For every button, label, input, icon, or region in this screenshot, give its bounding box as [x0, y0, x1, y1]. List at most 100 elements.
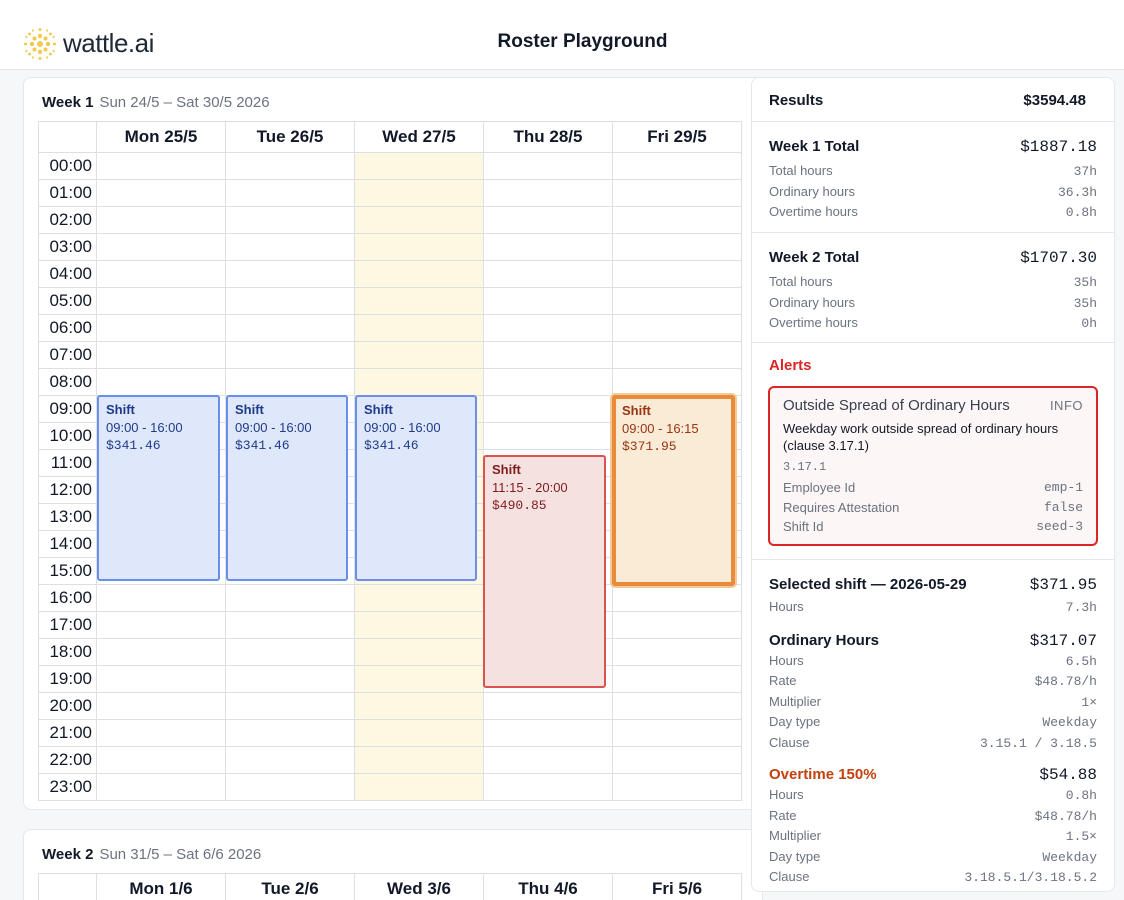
time-slot-cell[interactable] [483, 152, 613, 180]
time-slot-cell[interactable] [612, 692, 742, 720]
time-slot-cell[interactable] [96, 206, 226, 234]
time-slot-cell[interactable] [225, 368, 355, 396]
time-slot-cell[interactable] [225, 314, 355, 342]
hour-label: 08:00 [38, 368, 97, 396]
time-slot-cell[interactable] [96, 287, 226, 315]
time-slot-cell[interactable] [96, 638, 226, 666]
shift-title: Shift [106, 402, 135, 417]
time-slot-cell[interactable] [96, 773, 226, 801]
shift-block-mon[interactable]: Shift 09:00 - 16:00 $341.46 [97, 395, 220, 581]
stat-value: 7.3h [1065, 600, 1097, 615]
time-slot-cell[interactable] [483, 287, 613, 315]
hour-row: 05:00 [38, 287, 742, 315]
time-slot-cell[interactable] [483, 179, 613, 207]
time-slot-cell[interactable] [96, 746, 226, 774]
time-slot-cell[interactable] [225, 692, 355, 720]
time-slot-cell[interactable] [483, 341, 613, 369]
time-slot-cell[interactable] [354, 233, 484, 261]
logo-text[interactable]: wattle.ai [63, 28, 154, 58]
time-slot-cell[interactable] [225, 611, 355, 639]
time-slot-cell[interactable] [96, 719, 226, 747]
time-slot-cell[interactable] [483, 719, 613, 747]
time-slot-cell[interactable] [354, 719, 484, 747]
shift-cost: $341.46 [364, 438, 419, 453]
time-slot-cell[interactable] [612, 206, 742, 234]
time-slot-cell[interactable] [483, 395, 613, 423]
time-slot-cell[interactable] [483, 314, 613, 342]
time-slot-cell[interactable] [354, 692, 484, 720]
time-slot-cell[interactable] [225, 746, 355, 774]
time-slot-cell[interactable] [612, 665, 742, 693]
hour-label: 06:00 [38, 314, 97, 342]
time-slot-cell[interactable] [354, 341, 484, 369]
time-slot-cell[interactable] [354, 260, 484, 288]
time-slot-cell[interactable] [354, 746, 484, 774]
time-slot-cell[interactable] [225, 179, 355, 207]
time-slot-cell[interactable] [225, 773, 355, 801]
time-slot-cell[interactable] [612, 746, 742, 774]
time-slot-cell[interactable] [354, 179, 484, 207]
time-slot-cell[interactable] [612, 584, 742, 612]
time-slot-cell[interactable] [354, 152, 484, 180]
time-slot-cell[interactable] [96, 692, 226, 720]
time-slot-cell[interactable] [483, 692, 613, 720]
time-slot-cell[interactable] [96, 179, 226, 207]
time-slot-cell[interactable] [225, 719, 355, 747]
time-slot-cell[interactable] [225, 287, 355, 315]
time-slot-cell[interactable] [225, 341, 355, 369]
time-slot-cell[interactable] [483, 206, 613, 234]
time-slot-cell[interactable] [612, 368, 742, 396]
time-slot-cell[interactable] [612, 773, 742, 801]
time-slot-cell[interactable] [612, 719, 742, 747]
time-slot-cell[interactable] [612, 179, 742, 207]
time-slot-cell[interactable] [354, 287, 484, 315]
time-slot-cell[interactable] [483, 260, 613, 288]
time-slot-cell[interactable] [354, 314, 484, 342]
time-slot-cell[interactable] [483, 422, 613, 450]
time-slot-cell[interactable] [96, 341, 226, 369]
time-slot-cell[interactable] [612, 233, 742, 261]
time-slot-cell[interactable] [483, 746, 613, 774]
time-slot-cell[interactable] [225, 152, 355, 180]
time-slot-cell[interactable] [96, 665, 226, 693]
alert-card[interactable]: Outside Spread of Ordinary Hours INFO We… [768, 386, 1098, 546]
time-slot-cell[interactable] [96, 314, 226, 342]
time-slot-cell[interactable] [354, 638, 484, 666]
time-slot-cell[interactable] [483, 773, 613, 801]
stat-value: $48.78/h [1034, 674, 1097, 689]
time-slot-cell[interactable] [612, 341, 742, 369]
time-slot-cell[interactable] [354, 584, 484, 612]
time-slot-cell[interactable] [225, 665, 355, 693]
stat-label: Overtime hours [769, 204, 858, 219]
time-slot-cell[interactable] [612, 314, 742, 342]
time-slot-cell[interactable] [225, 260, 355, 288]
time-slot-cell[interactable] [354, 368, 484, 396]
time-slot-cell[interactable] [225, 584, 355, 612]
time-slot-cell[interactable] [612, 152, 742, 180]
time-slot-cell[interactable] [612, 287, 742, 315]
time-slot-cell[interactable] [96, 152, 226, 180]
time-slot-cell[interactable] [612, 638, 742, 666]
time-slot-cell[interactable] [225, 638, 355, 666]
shift-block-wed[interactable]: Shift 09:00 - 16:00 $341.46 [355, 395, 477, 581]
time-slot-cell[interactable] [225, 233, 355, 261]
time-slot-cell[interactable] [612, 611, 742, 639]
time-slot-cell[interactable] [612, 260, 742, 288]
shift-block-thu[interactable]: Shift 11:15 - 20:00 $490.85 [483, 455, 606, 688]
time-slot-cell[interactable] [225, 206, 355, 234]
hour-label: 04:00 [38, 260, 97, 288]
time-slot-cell[interactable] [354, 773, 484, 801]
time-slot-cell[interactable] [96, 260, 226, 288]
time-slot-cell[interactable] [96, 584, 226, 612]
day-header: Fri 5/6 [612, 873, 742, 900]
time-slot-cell[interactable] [96, 233, 226, 261]
time-slot-cell[interactable] [483, 233, 613, 261]
time-slot-cell[interactable] [354, 665, 484, 693]
time-slot-cell[interactable] [354, 611, 484, 639]
time-slot-cell[interactable] [96, 368, 226, 396]
time-slot-cell[interactable] [96, 611, 226, 639]
shift-block-tue[interactable]: Shift 09:00 - 16:00 $341.46 [226, 395, 348, 581]
time-slot-cell[interactable] [483, 368, 613, 396]
shift-block-fri-selected[interactable]: Shift 09:00 - 16:15 $371.95 [612, 395, 735, 586]
time-slot-cell[interactable] [354, 206, 484, 234]
